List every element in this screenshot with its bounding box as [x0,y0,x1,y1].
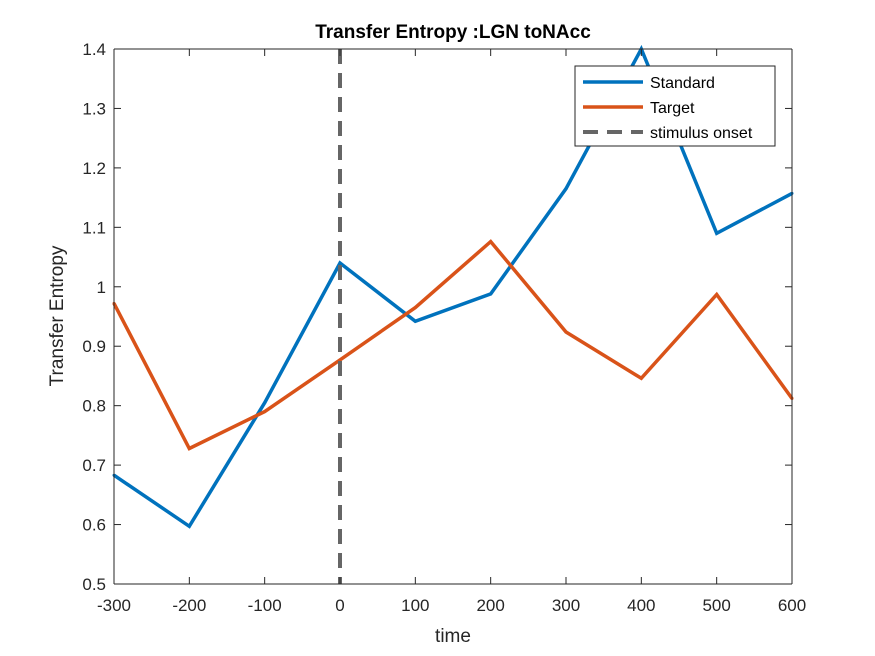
legend-label-standard: Standard [650,75,715,92]
data-point-target [489,240,493,244]
y-tick-label: 1.4 [82,40,106,59]
y-tick-label: 1.3 [82,99,106,118]
data-point-standard [489,292,493,296]
x-tick-label: 200 [476,596,504,615]
ticks-layer: -300 -200 -100 0 100 200 300 400 500 600 0.5 0.6 0.7… [82,40,806,615]
x-tick-label: 0 [335,596,344,615]
y-tick-label: 0.9 [82,337,106,356]
data-point-standard [715,231,719,235]
x-tick-label: 100 [401,596,429,615]
x-tick-label: -100 [248,596,282,615]
y-tick-label: 1.2 [82,159,106,178]
y-tick-label: 0.6 [82,516,106,535]
data-point-target [715,293,719,296]
data-point-target [639,376,643,380]
data-point-standard [263,401,267,405]
legend: Standard Target stimulus onset [574,65,776,147]
series-line-target [112,239,794,451]
x-tick-label: 400 [627,596,655,615]
axes-box [113,48,793,585]
y-tick-label: 1 [97,278,106,297]
x-axis-label: time [435,626,471,647]
x-tick-label: -300 [97,596,131,615]
data-point-target [187,447,191,450]
x-tick-label: 500 [702,596,730,615]
data-point-target [263,410,267,414]
y-axis-label: Transfer Entropy [47,245,68,386]
data-point-standard [338,261,342,265]
data-point-target [413,306,417,310]
legend-label-target: Target [650,100,695,117]
data-point-target [564,330,568,334]
y-tick-label: 0.7 [82,456,106,475]
x-tick-label: -200 [172,596,206,615]
x-tick-label: 300 [552,596,580,615]
y-tick-label: 0.8 [82,397,106,416]
legend-label-stimulus-onset: stimulus onset [650,125,753,142]
y-tick-label: 0.5 [82,575,106,594]
chart-title: Transfer Entropy :LGN toNAcc [315,22,591,43]
y-tick-label: 1.1 [82,218,106,237]
data-point-standard [564,187,568,191]
data-point-standard [187,524,191,528]
x-tick-label: 600 [778,596,806,615]
data-point-target [338,358,342,362]
data-point-standard [413,319,417,323]
